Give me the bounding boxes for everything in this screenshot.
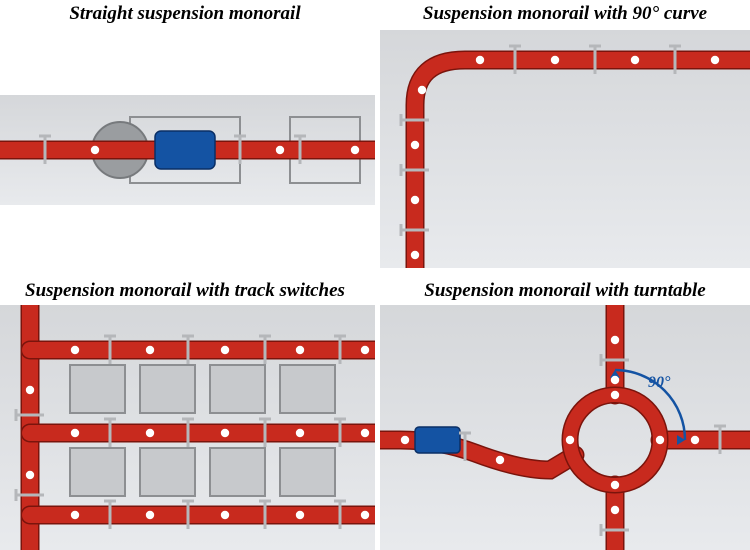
diagram-straight: [0, 95, 375, 205]
title-straight: Straight suspension monorail: [0, 3, 370, 25]
title-switches: Suspension monorail with track switches: [0, 280, 370, 302]
svg-text:90°: 90°: [648, 374, 671, 391]
diagram-switches: [0, 305, 375, 550]
title-curve: Suspension monorail with 90° curve: [380, 3, 750, 25]
title-turntable: Suspension monorail with turntable: [380, 280, 750, 302]
diagram-turntable: 90°: [380, 305, 750, 550]
diagram-curve: [380, 30, 750, 268]
